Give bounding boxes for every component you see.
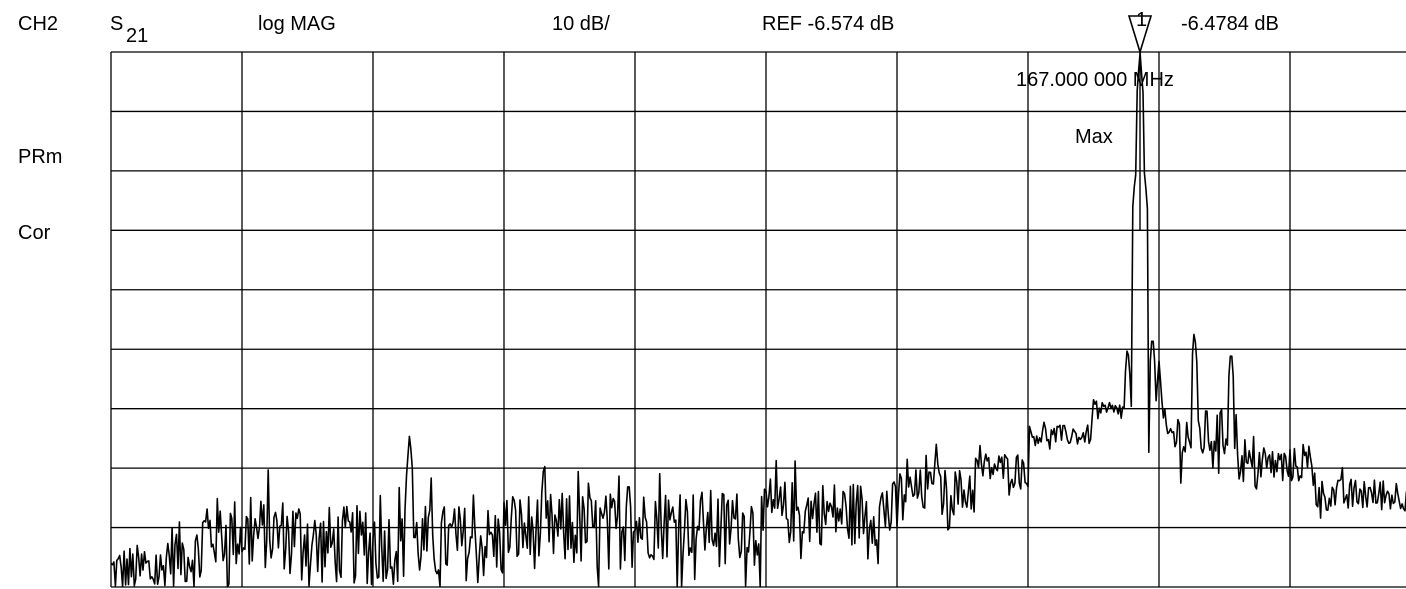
correction-label: Cor	[18, 222, 51, 244]
marker-value-label: -6.4784 dB	[1181, 13, 1279, 35]
marker-1: 1	[1127, 9, 1153, 231]
graticule	[110, 51, 1406, 588]
parameter-subscript: 21	[126, 25, 148, 47]
marker-number: 1	[1136, 9, 1147, 31]
channel-label: CH2	[18, 13, 58, 35]
s21-trace	[110, 52, 1406, 588]
format-label: log MAG	[258, 13, 336, 35]
parameter-mode-label: PRm	[18, 146, 62, 168]
reference-label: REF -6.574 dB	[762, 13, 894, 35]
marker-search-label: Max	[1075, 126, 1113, 148]
marker-frequency-label: 167.000 000 MHz	[1016, 69, 1174, 91]
parameter-letter: S	[110, 13, 123, 35]
marker-triangle-icon	[1127, 15, 1153, 55]
scale-label: 10 dB/	[552, 13, 610, 35]
